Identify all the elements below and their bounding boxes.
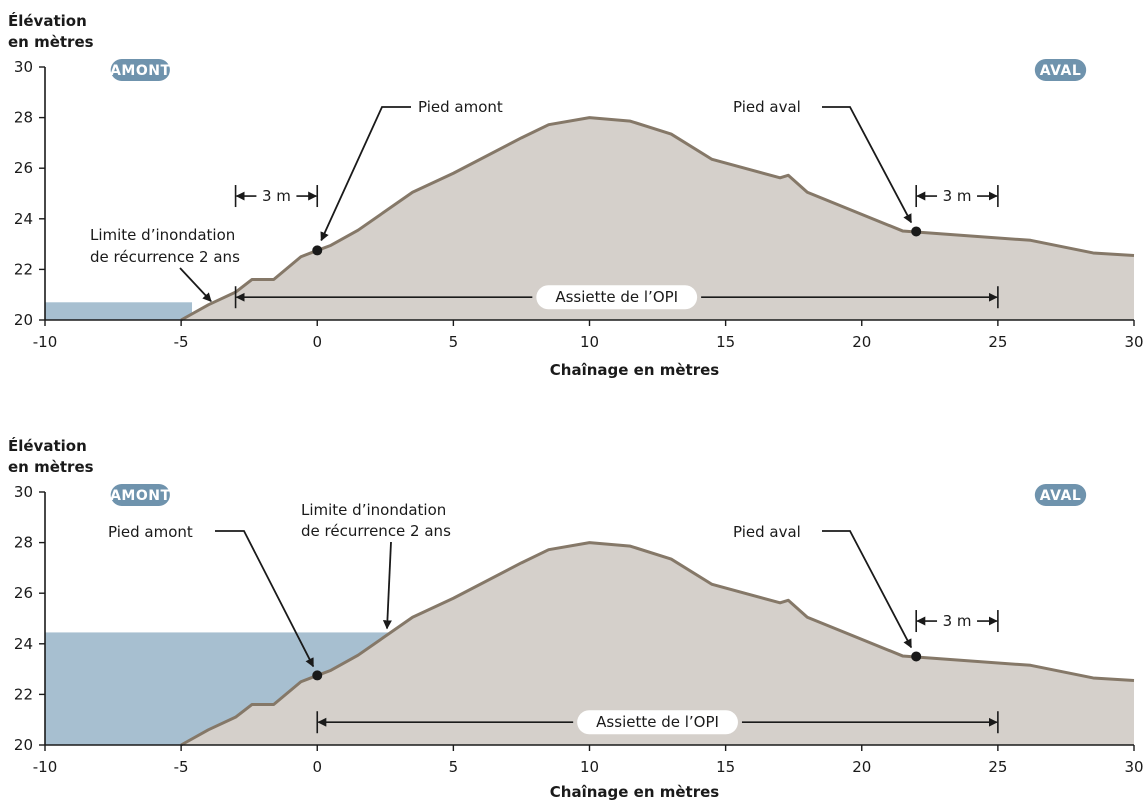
- pied-amont-label: Pied amont: [418, 98, 503, 116]
- flood-leader: [179, 267, 212, 302]
- x-tick-label: 15: [716, 333, 735, 351]
- offset-downstream-label: 3 m: [943, 187, 972, 205]
- y-axis-label-line2: en mètres: [8, 33, 94, 51]
- y-tick-label: 22: [14, 685, 33, 703]
- x-tick-label: 30: [1124, 333, 1143, 351]
- pied-aval-leader: [822, 106, 912, 224]
- y-tick-label: 20: [14, 736, 33, 754]
- x-tick-label: 30: [1124, 758, 1143, 776]
- x-tick-label: 20: [852, 758, 871, 776]
- badge-aval-pill: [1034, 59, 1087, 81]
- flood-label-line1: Limite d’inondation: [301, 501, 446, 519]
- badge-amont-pill: [110, 59, 170, 81]
- y-tick-label: 30: [14, 483, 33, 501]
- flood-leader: [382, 541, 392, 630]
- x-tick-label: 5: [449, 333, 459, 351]
- pied-aval-label: Pied aval: [733, 523, 801, 541]
- ground-profile-line: [180, 116, 1135, 322]
- y-tick-label: 28: [14, 109, 33, 127]
- badge-amont-text: AMONT: [110, 488, 170, 504]
- x-tick-label: 10: [580, 758, 599, 776]
- offset-upstream-label: 3 m: [262, 187, 291, 205]
- x-tick-label: 0: [312, 758, 322, 776]
- y-tick-label: 24: [14, 210, 33, 228]
- x-tick-label: -5: [174, 758, 189, 776]
- y-axis-label-line2: en mètres: [8, 458, 94, 476]
- x-tick-label: 0: [312, 333, 322, 351]
- y-tick-label: 28: [14, 534, 33, 552]
- x-tick-label: -10: [33, 758, 58, 776]
- pied-amont-leader: [320, 106, 411, 242]
- badge-aval-text: AVAL: [1040, 63, 1082, 79]
- x-tick-label: 5: [449, 758, 459, 776]
- x-tick-label: 10: [580, 333, 599, 351]
- x-tick-label: -10: [33, 333, 58, 351]
- offset-downstream-label: 3 m: [943, 612, 972, 630]
- panel-bottom: 20 22 24 26 28 30 -10 -5 0 5 10 15 20 25 30 Élévation en…: [8, 436, 1144, 801]
- x-tick-label: -5: [174, 333, 189, 351]
- x-tick-label: 20: [852, 333, 871, 351]
- pied-amont-point: [312, 245, 323, 256]
- ground-fill: [181, 542, 1134, 745]
- x-tick-label: 25: [988, 758, 1007, 776]
- badge-aval-pill: [1034, 484, 1087, 506]
- badge-amont-pill: [110, 484, 170, 506]
- panel-top: 20 22 24 26 28 30 -10 -5 0 5 10 15 20 25 30 Élévation en…: [8, 11, 1144, 379]
- water-area: [45, 302, 193, 320]
- pied-amont-label: Pied amont: [108, 523, 193, 541]
- assiette-label: Assiette de l’OPI: [555, 288, 678, 306]
- x-tick-label: 25: [988, 333, 1007, 351]
- y-tick-label: 26: [14, 584, 33, 602]
- x-axis-label: Chaînage en mètres: [550, 361, 720, 379]
- assiette-label-pill: [536, 285, 698, 310]
- y-tick-label: 24: [14, 635, 33, 653]
- y-axis-label-line1: Élévation: [8, 11, 87, 30]
- pied-aval-leader: [822, 530, 912, 649]
- assiette-label-pill: [577, 710, 738, 735]
- y-tick-label: 30: [14, 58, 33, 76]
- y-axis-label-line1: Élévation: [8, 436, 87, 455]
- pied-aval-point: [911, 226, 922, 237]
- badge-aval-text: AVAL: [1040, 488, 1082, 504]
- ground-fill: [181, 117, 1134, 320]
- flood-label-line2: de récurrence 2 ans: [301, 522, 451, 540]
- y-tick-label: 22: [14, 260, 33, 278]
- pied-aval-label: Pied aval: [733, 98, 801, 116]
- y-tick-label: 20: [14, 311, 33, 329]
- x-axis-label: Chaînage en mètres: [550, 783, 720, 801]
- pied-aval-point: [911, 651, 922, 662]
- ground-profile-line: [180, 541, 1135, 747]
- assiette-label: Assiette de l’OPI: [596, 713, 719, 731]
- flood-label-line1: Limite d’inondation: [90, 226, 235, 244]
- pied-amont-point: [312, 670, 323, 681]
- flood-label-line2: de récurrence 2 ans: [90, 248, 240, 266]
- pied-amont-leader: [215, 530, 315, 668]
- y-tick-label: 26: [14, 159, 33, 177]
- x-tick-label: 15: [716, 758, 735, 776]
- badge-amont-text: AMONT: [110, 63, 170, 79]
